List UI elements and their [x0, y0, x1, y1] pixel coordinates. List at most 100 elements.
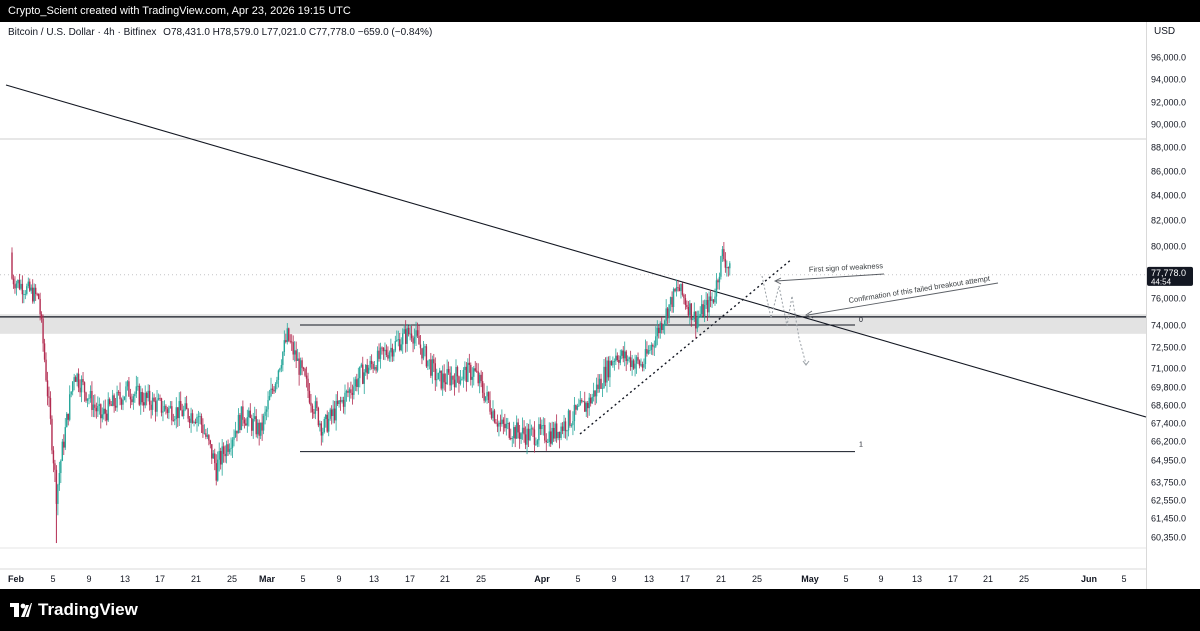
candle-body: [625, 351, 627, 362]
price-tick-label: 62,550.0: [1151, 496, 1186, 506]
symbol-ohlc: O78,431.0 H78,579.0 L77,021.0 C77,778.0 …: [163, 27, 433, 38]
candle-body: [579, 400, 582, 406]
candle-body: [39, 298, 41, 315]
candle-body: [626, 359, 629, 362]
candle-body: [285, 340, 287, 342]
price-tick-label: 96,000.0: [1151, 53, 1186, 63]
candle-body: [348, 389, 351, 393]
candle-body: [397, 339, 399, 341]
date-tick-label: 13: [644, 574, 654, 584]
date-tick-label: 9: [336, 574, 341, 584]
candle-body: [436, 379, 438, 381]
candle-body: [286, 328, 288, 342]
grid-layer: [0, 138, 1146, 570]
candle-body: [505, 423, 508, 429]
candle-body: [191, 413, 194, 423]
candle-body: [83, 382, 86, 393]
candle-body: [233, 436, 235, 440]
candle-body: [46, 380, 49, 397]
candle-body: [587, 402, 589, 409]
candle-body: [299, 360, 302, 375]
candle-body: [437, 372, 439, 380]
candle-body: [302, 367, 305, 369]
price-tick-label: 84,000.0: [1151, 191, 1186, 201]
candle-body: [245, 423, 247, 426]
candle-body: [564, 421, 567, 432]
candle-body: [464, 366, 466, 370]
candle-body: [538, 424, 540, 441]
candle-body: [17, 279, 19, 284]
candle-body: [718, 276, 721, 283]
candle-body: [261, 422, 263, 431]
candle-body: [581, 400, 583, 402]
symbol-legend[interactable]: Bitcoin / U.S. Dollar · 4h · Bitfinex O7…: [8, 27, 432, 38]
candle-body: [653, 346, 656, 348]
candle-body: [219, 451, 222, 465]
candle-body: [92, 404, 95, 410]
candle-body: [200, 416, 203, 425]
candle-body: [157, 398, 160, 400]
candle-body: [595, 384, 598, 397]
candle-body: [206, 435, 209, 437]
candle-body: [187, 409, 189, 419]
candle-body: [101, 414, 103, 419]
candle-body: [598, 378, 601, 389]
candle-body: [180, 401, 182, 411]
candle-body: [40, 314, 43, 319]
candle-body: [367, 367, 370, 374]
tradingview-logo[interactable]: TradingView: [10, 600, 138, 620]
candle-body: [705, 300, 707, 306]
candle-body: [563, 421, 565, 431]
price-axis[interactable]: [1146, 22, 1200, 589]
candle-body: [390, 347, 392, 353]
candle-body: [148, 390, 151, 405]
date-tick-label: 5: [300, 574, 305, 584]
candle-body: [174, 419, 176, 421]
candle-body: [27, 281, 29, 287]
date-tick-label: Jun: [1081, 574, 1097, 584]
candle-body: [576, 405, 579, 410]
candle-body: [304, 368, 306, 376]
candle-body: [156, 399, 158, 412]
candle-body: [126, 381, 129, 387]
candle-body: [628, 357, 630, 360]
candle-body: [570, 425, 573, 426]
candle-body: [644, 349, 647, 365]
candle-body: [647, 350, 650, 354]
candle-body: [610, 360, 613, 366]
candle-body: [34, 287, 37, 294]
candle-body: [258, 422, 260, 436]
candle-body: [163, 405, 166, 412]
candle-body: [589, 397, 592, 404]
candle-body: [471, 376, 473, 380]
candle-body: [363, 372, 365, 384]
chart-pane[interactable]: [0, 22, 1146, 589]
candle-body: [613, 360, 616, 362]
candle-body: [476, 370, 478, 372]
candle-body: [450, 376, 453, 386]
candle-body: [239, 415, 241, 430]
candle-body: [711, 299, 713, 301]
candle-body: [37, 294, 40, 299]
candle-body: [249, 410, 251, 419]
candle-body: [15, 283, 18, 289]
watermark-bar: Crypto_Scient created with TradingView.c…: [0, 0, 1200, 22]
candle-body: [319, 423, 321, 426]
candle-body: [703, 305, 706, 317]
candle-body: [551, 427, 553, 444]
candle-body: [643, 364, 645, 368]
candle-body: [129, 396, 132, 400]
footer-bar: TradingView: [0, 589, 1200, 631]
candle-body: [251, 418, 253, 431]
candle-body: [296, 358, 299, 361]
candle-body: [661, 323, 663, 331]
candle-body: [708, 296, 710, 313]
candle-body: [159, 398, 161, 399]
candle-body: [184, 403, 186, 410]
candle-body: [288, 328, 290, 341]
date-tick-label: 9: [86, 574, 91, 584]
candle-body: [314, 401, 317, 414]
candle-body: [498, 422, 500, 427]
candle-body: [480, 374, 482, 382]
